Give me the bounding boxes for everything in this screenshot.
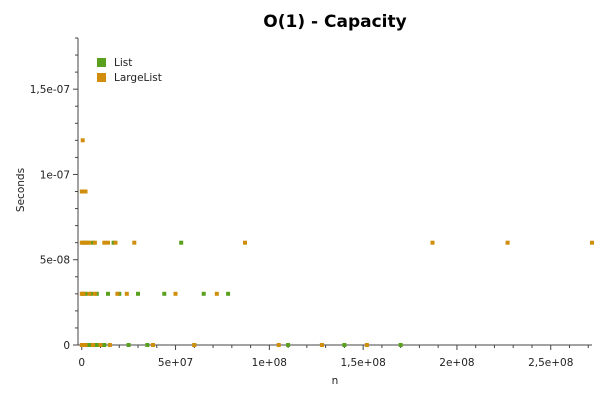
data-point-list [136, 291, 140, 296]
data-point-largelist [364, 343, 369, 347]
x-tick-label: 1,5e+08 [340, 357, 385, 369]
data-point-largelist [83, 343, 88, 347]
data-point-largelist [106, 240, 110, 245]
y-tick-label: 0 [63, 340, 70, 352]
legend: List LargeList [97, 57, 162, 84]
data-point-list [102, 343, 107, 347]
x-tick-label: 1e+08 [252, 357, 287, 369]
axes: 0 5e-08 1e-07 1,5e-07 0 5e+07 1e+08 1,5e+08 2e+0… [30, 37, 592, 369]
data-point-largelist [115, 291, 120, 296]
data-point-largelist [107, 343, 112, 347]
y-tick-label: 1e-07 [40, 169, 70, 181]
data-point-largelist [92, 240, 97, 245]
data-point-list [342, 343, 347, 347]
data-point-list [201, 291, 206, 296]
data-point-largelist [91, 343, 95, 347]
data-point-list [162, 291, 167, 296]
data-point-largelist [214, 291, 219, 296]
data-point-list [226, 291, 231, 296]
data-point-list [145, 343, 150, 347]
data-point-largelist [430, 240, 435, 245]
chart-title: O(1) - Capacity [263, 12, 406, 32]
y-tick-label: 5e-08 [40, 255, 70, 267]
data-point-largelist [83, 189, 88, 194]
data-point-largelist [87, 291, 92, 296]
data-point-list [106, 291, 110, 296]
data-point-largelist [79, 189, 84, 194]
data-point-largelist [173, 291, 178, 296]
data-point-largelist [151, 343, 155, 347]
x-tick-label: 0 [78, 357, 85, 369]
data-point-largelist [276, 343, 281, 347]
data-point-largelist [98, 343, 103, 347]
data-point-largelist [87, 240, 92, 245]
legend-label: LargeList [114, 72, 162, 84]
data-point-largelist [505, 240, 510, 245]
x-tick-label: 2,5e+08 [528, 357, 573, 369]
data-point-largelist [590, 240, 594, 245]
data-point-largelist [319, 343, 324, 347]
y-tick-label: 1,5e-07 [30, 84, 70, 96]
data-point-largelist [80, 138, 85, 143]
data-point-largelist [83, 240, 88, 245]
data-point-largelist [92, 291, 97, 296]
data-point-largelist [79, 240, 84, 245]
legend-swatch [97, 58, 106, 67]
data-point-list [398, 343, 403, 347]
data-point-largelist [132, 240, 137, 245]
data-point-list [126, 343, 131, 347]
data-point-largelist [81, 291, 86, 296]
data-points [79, 138, 594, 347]
data-point-largelist [113, 240, 118, 245]
y-axis-label: Seconds [15, 168, 27, 212]
data-point-list [94, 343, 99, 347]
data-point-largelist [192, 343, 197, 347]
data-point-list [179, 240, 184, 245]
data-point-largelist [243, 240, 247, 245]
data-point-largelist [79, 343, 84, 347]
data-point-largelist [124, 291, 129, 296]
data-point-list [286, 343, 291, 347]
x-axis-label: n [332, 375, 339, 387]
legend-swatch [97, 73, 106, 82]
data-point-largelist [102, 240, 107, 245]
legend-label: List [114, 57, 132, 69]
x-tick-label: 5e+07 [158, 357, 193, 369]
x-tick-label: 2e+08 [439, 357, 474, 369]
